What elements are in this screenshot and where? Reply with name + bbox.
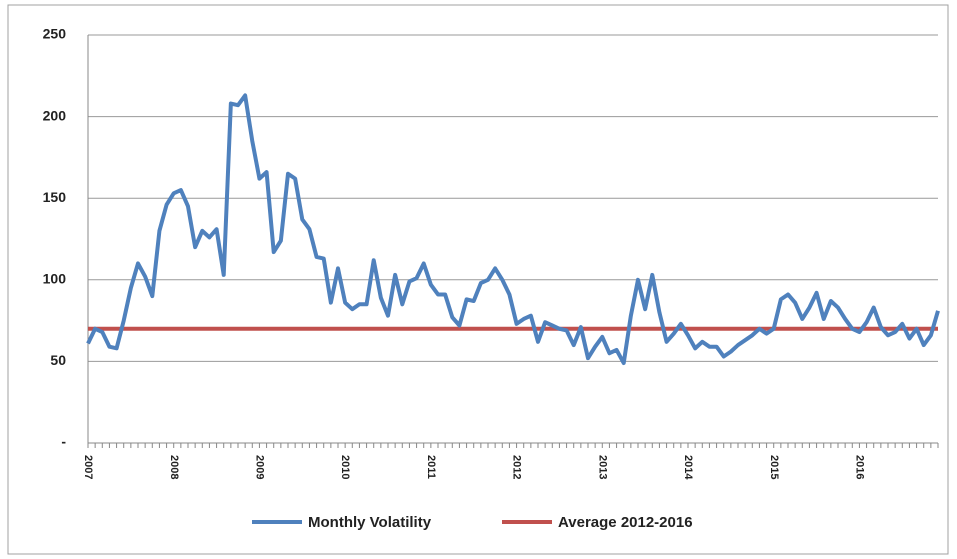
y-tick-label: - (61, 434, 66, 450)
x-tick-label: 2015 (768, 455, 780, 479)
y-tick-label: 150 (43, 189, 67, 205)
x-tick-label: 2011 (425, 455, 437, 479)
x-tick-label: 2016 (854, 455, 866, 479)
y-tick-label: 100 (43, 271, 67, 287)
x-tick-label: 2013 (596, 455, 608, 479)
data-line (86, 93, 940, 366)
x-tick-label: 2010 (339, 455, 351, 479)
x-tick-label: 2009 (254, 455, 266, 479)
legend-label: Monthly Volatility (308, 514, 432, 531)
x-tick-label: 2014 (682, 455, 694, 480)
y-tick-label: 200 (43, 107, 67, 123)
x-tick-label: 2008 (168, 455, 180, 479)
legend-label: Average 2012-2016 (558, 514, 693, 531)
y-tick-label: 50 (50, 352, 66, 368)
y-tick-label: 250 (43, 26, 67, 42)
x-tick-label: 2012 (511, 455, 523, 479)
x-tick-label: 2007 (82, 455, 94, 479)
